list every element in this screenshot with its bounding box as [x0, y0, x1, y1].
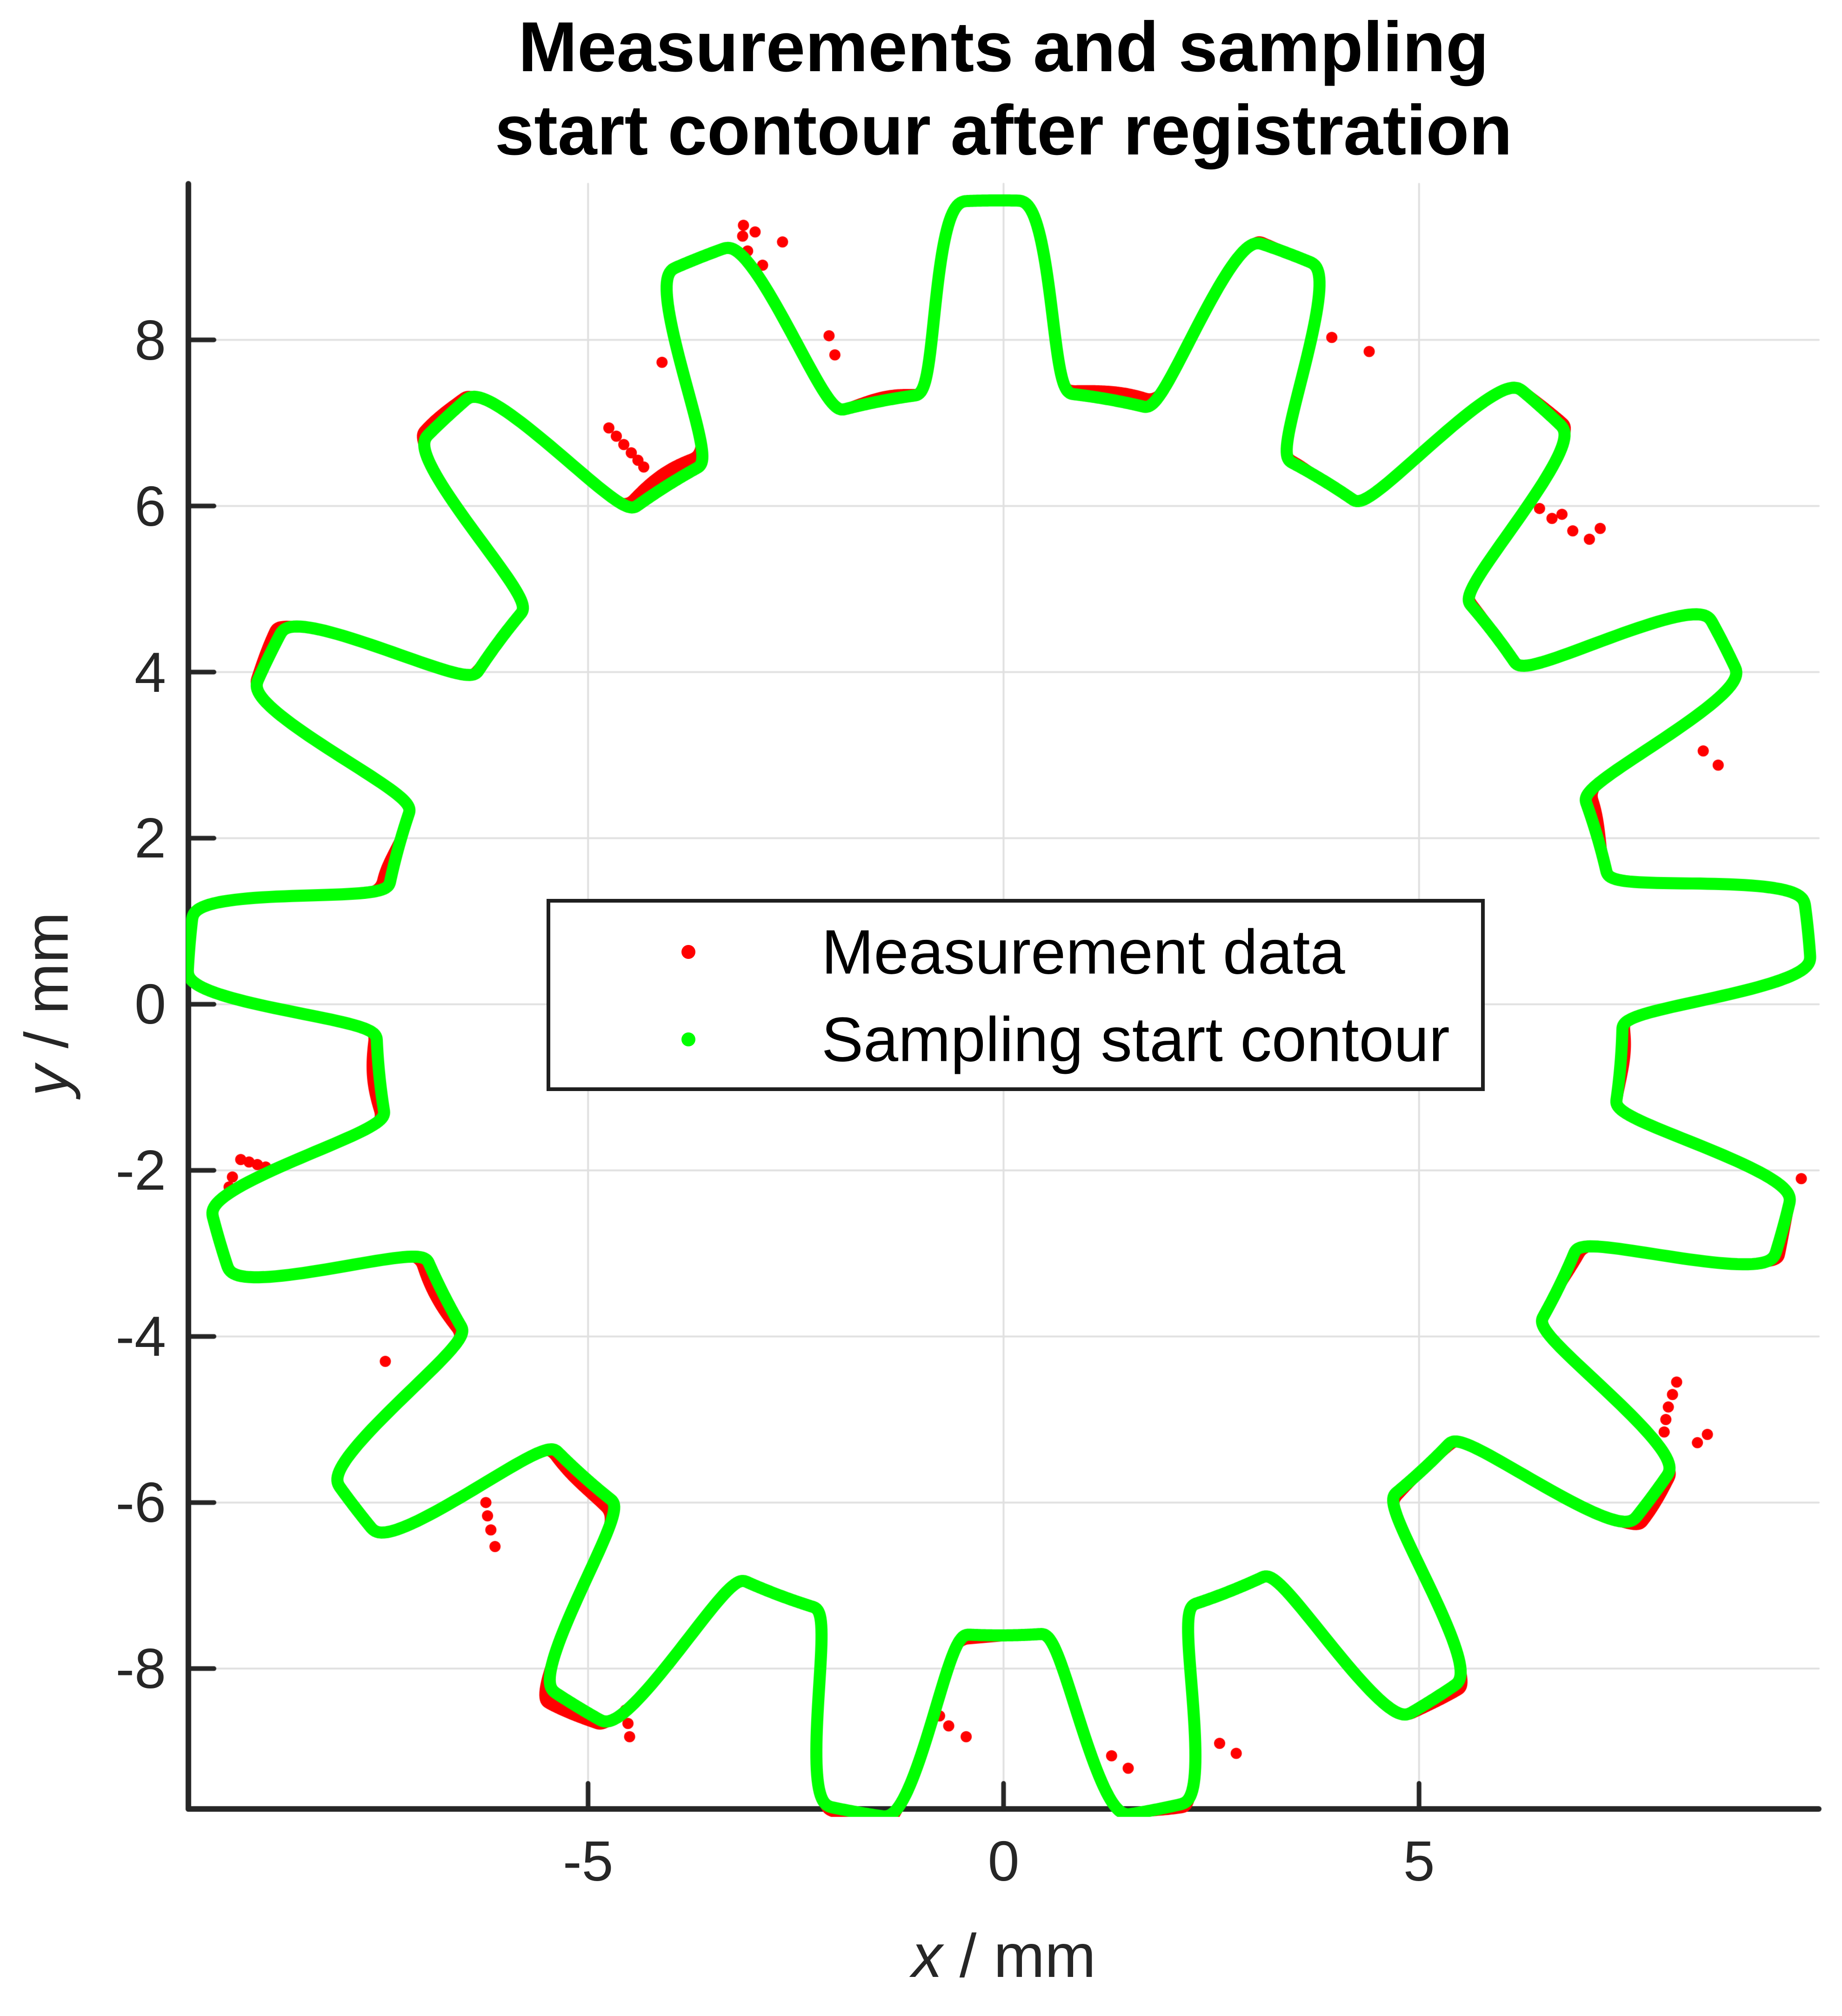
- figure-title-line2: start contour after registration: [494, 91, 1513, 170]
- y-axis-label: y / mm: [12, 912, 82, 1096]
- figure-title-line1: Measurements and sampling: [518, 7, 1489, 87]
- x-tick-label: 0: [988, 1829, 1020, 1893]
- figure-title: Measurements and sampling start contour …: [188, 6, 1819, 173]
- measurement-data-marker-icon: [681, 945, 695, 959]
- y-axis-label-variable: y: [12, 1065, 81, 1096]
- x-tick-label: -5: [563, 1829, 614, 1893]
- x-tick-label: 5: [1403, 1829, 1435, 1893]
- sampling-start-contour-marker-icon: [681, 1032, 695, 1046]
- y-tick-label: 2: [134, 806, 166, 870]
- y-tick-label: 8: [134, 308, 166, 372]
- y-tick-label: -2: [115, 1139, 166, 1202]
- legend-label-measurement-data: Measurement data: [821, 917, 1345, 987]
- y-tick-label: 0: [134, 972, 166, 1036]
- x-axis-label-variable: x: [912, 1922, 943, 1990]
- y-tick-label: -4: [115, 1305, 166, 1368]
- y-tick-label: 6: [134, 474, 166, 538]
- x-axis-label-unit: / mm: [942, 1922, 1096, 1990]
- y-axis-label-unit: / mm: [12, 912, 81, 1065]
- legend-label-sampling-start-contour: Sampling start contour: [821, 1004, 1450, 1075]
- y-tick-label: 4: [134, 640, 166, 704]
- y-tick-label: -8: [115, 1637, 166, 1701]
- legend-box: Measurement data Sampling start contour: [547, 899, 1485, 1091]
- y-tick-label: -6: [115, 1471, 166, 1534]
- x-axis-label: x / mm: [912, 1921, 1096, 1991]
